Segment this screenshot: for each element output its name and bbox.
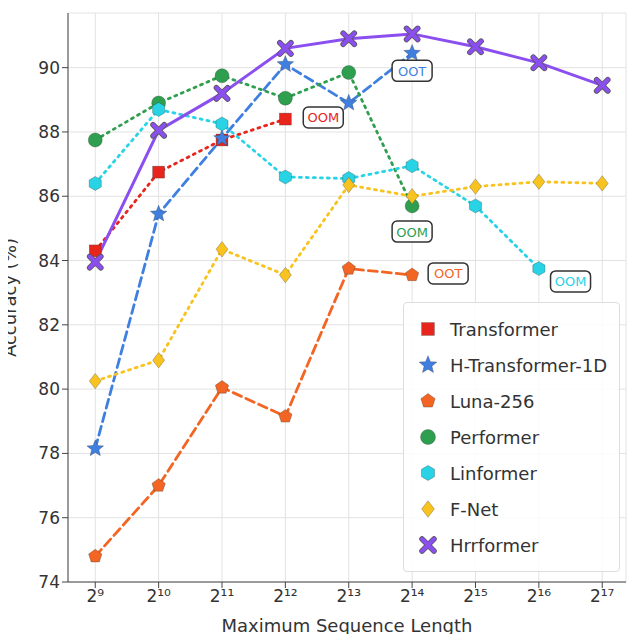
html-text:Hrrformer: Hrrformer	[450, 534, 539, 556]
svg-text:88: 88	[38, 122, 60, 142]
svg-text:2¹³: 2¹³	[337, 586, 361, 606]
svg-text:OOT: OOT	[434, 266, 462, 281]
html-text:Transformer: Transformer	[450, 318, 558, 340]
svg-text:2¹¹: 2¹¹	[210, 586, 234, 606]
html-text:Linformer: Linformer	[450, 462, 537, 484]
svg-text:OOM: OOM	[555, 274, 587, 289]
svg-text:86: 86	[38, 186, 60, 206]
html-text:Luna-256: Luna-256	[450, 390, 535, 412]
svg-text:76: 76	[38, 508, 60, 528]
svg-text:2¹⁰: 2¹⁰	[146, 586, 171, 606]
svg-text:Accuracy (%): Accuracy (%)	[8, 238, 20, 357]
svg-text:90: 90	[38, 58, 60, 78]
html-text:Performer: Performer	[450, 426, 540, 448]
svg-text:2¹⁵: 2¹⁵	[463, 586, 487, 606]
svg-text:78: 78	[38, 443, 60, 463]
svg-text:2¹²: 2¹²	[273, 586, 297, 606]
svg-text:OOM: OOM	[307, 110, 339, 125]
svg-text:84: 84	[38, 251, 60, 271]
svg-text:2¹⁴: 2¹⁴	[400, 586, 425, 606]
svg-text:2⁹: 2⁹	[86, 586, 104, 606]
html-text:H-Transformer-1D: H-Transformer-1D	[450, 354, 607, 376]
svg-text:2¹⁷: 2¹⁷	[590, 586, 615, 606]
svg-text:OOT: OOT	[398, 64, 426, 79]
svg-text:OOM: OOM	[396, 225, 428, 240]
svg-text:82: 82	[38, 315, 60, 335]
svg-text:2¹⁶: 2¹⁶	[527, 586, 552, 606]
svg-text:80: 80	[38, 379, 60, 399]
html-text:F-Net: F-Net	[450, 498, 499, 520]
svg-text:74: 74	[38, 572, 60, 592]
svg-text:Maximum Sequence Length: Maximum Sequence Length	[221, 615, 472, 634]
